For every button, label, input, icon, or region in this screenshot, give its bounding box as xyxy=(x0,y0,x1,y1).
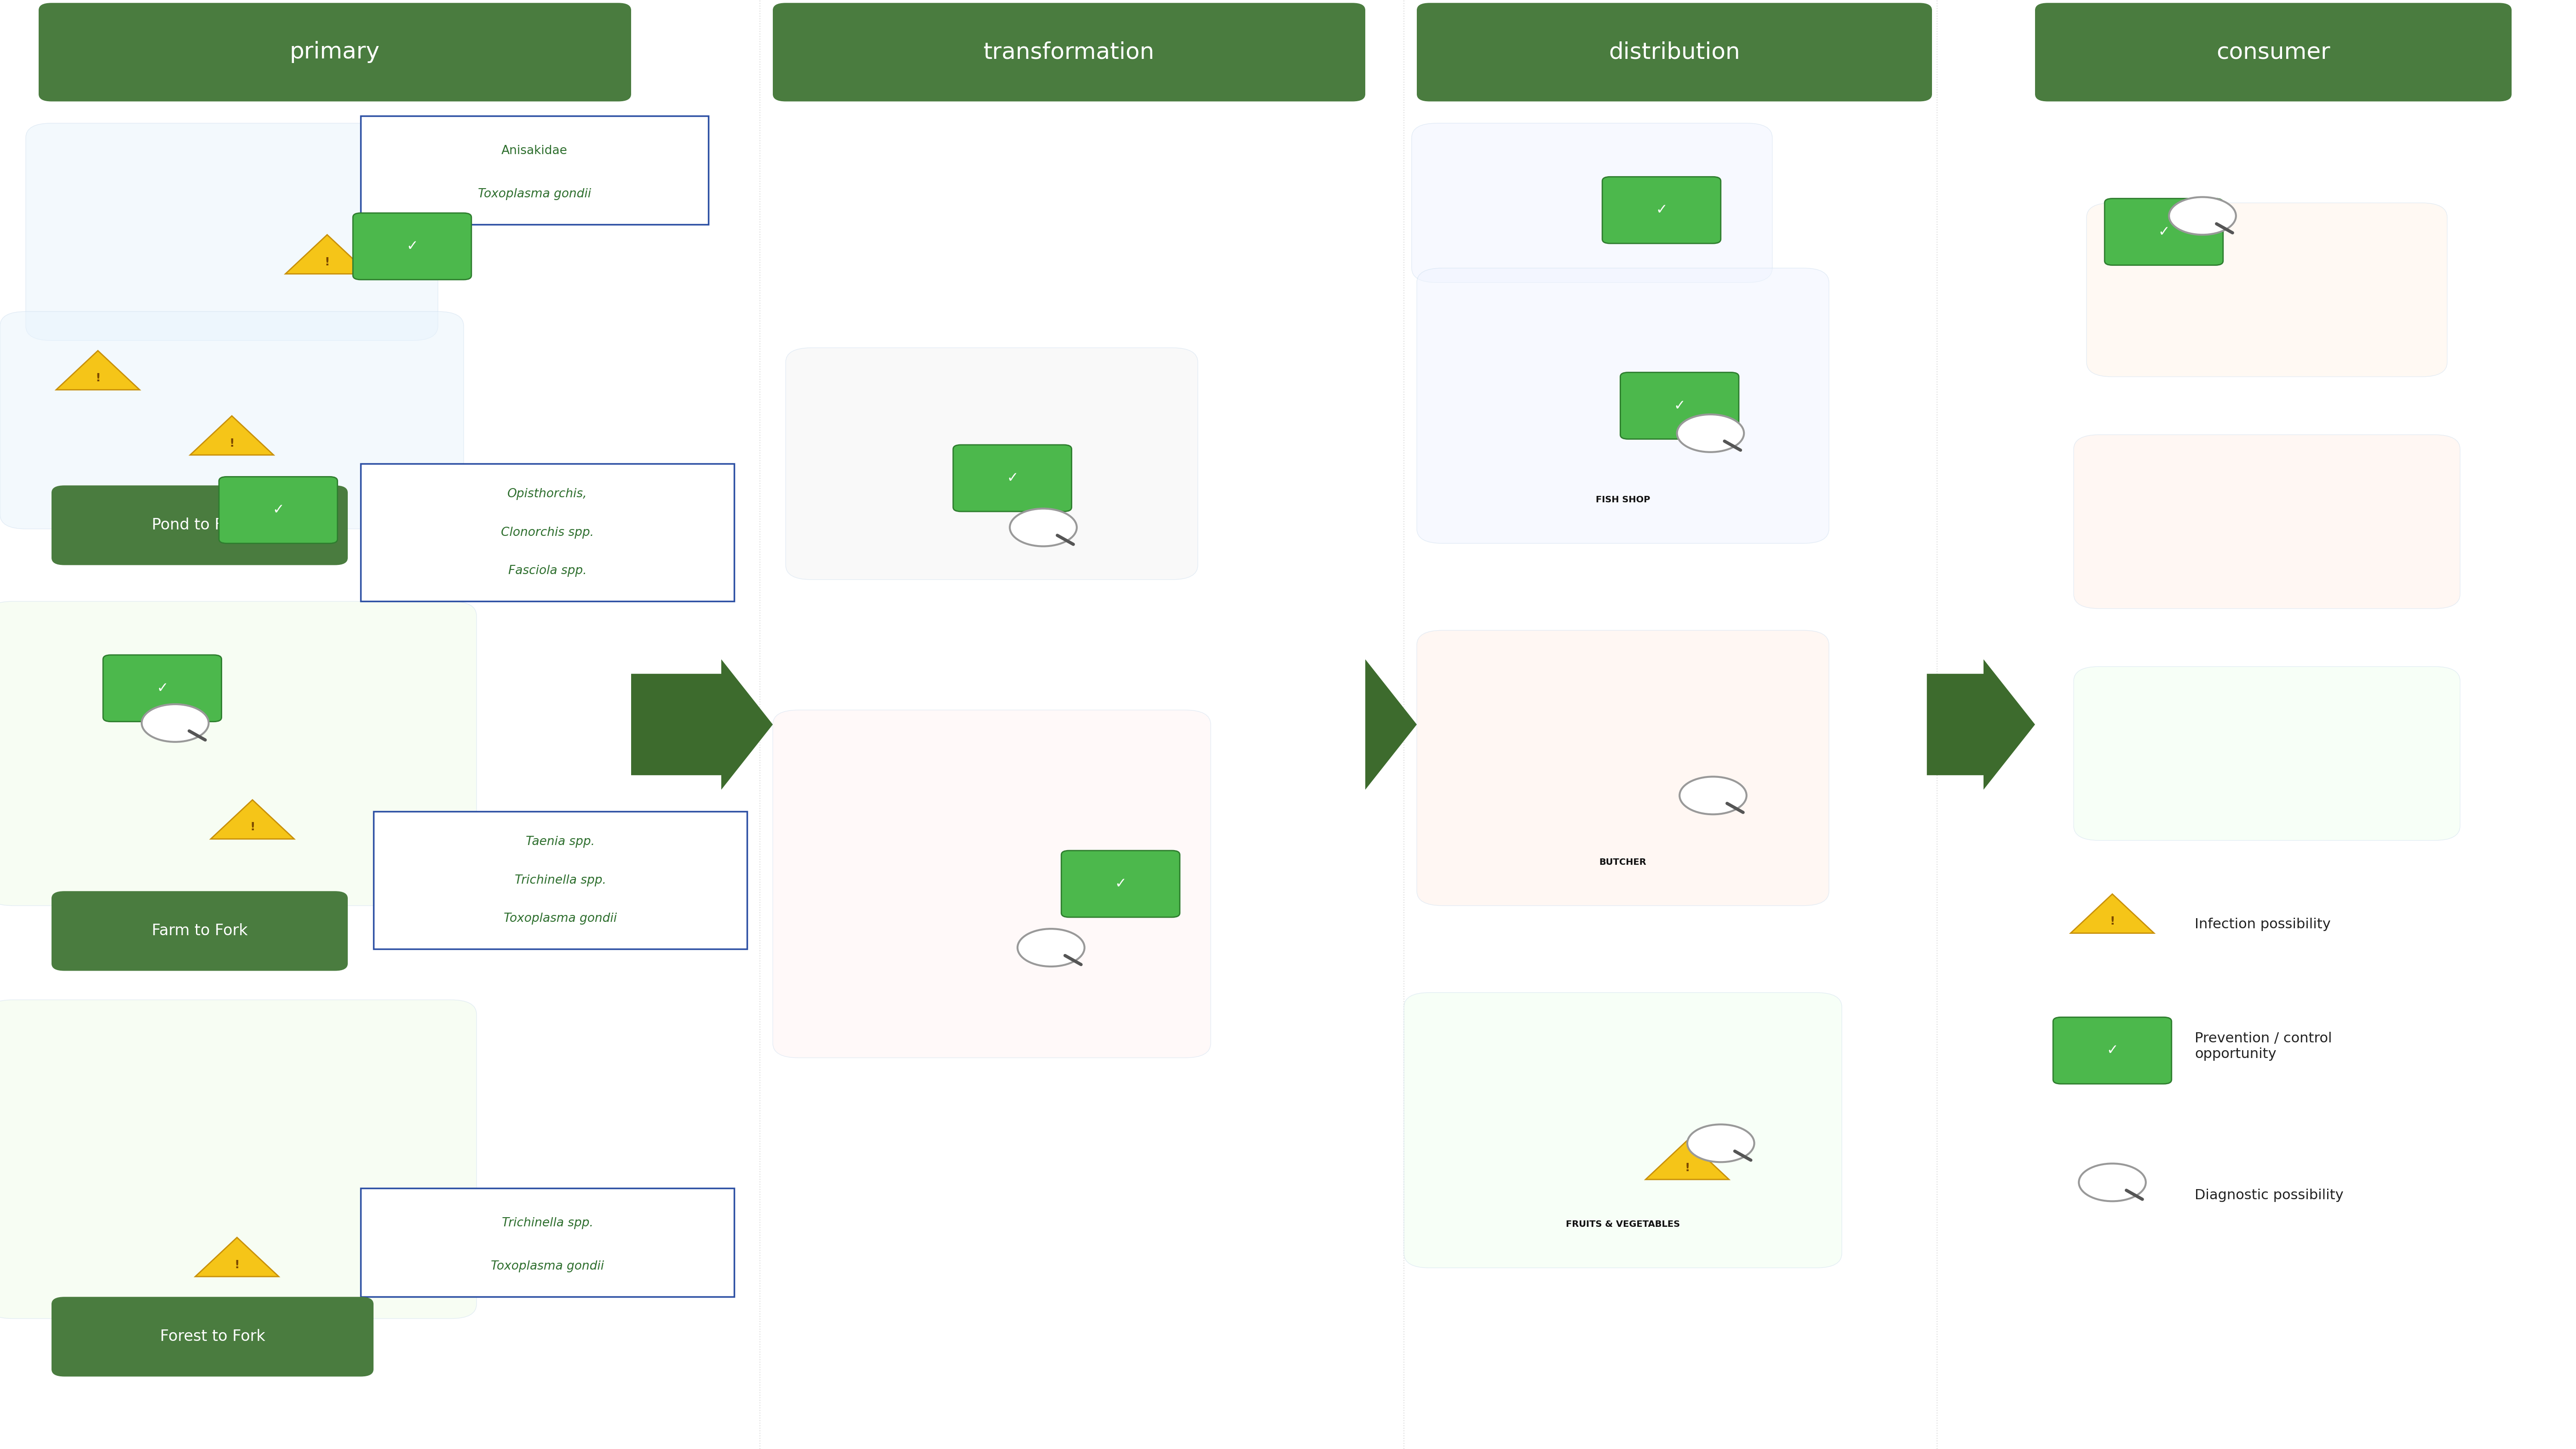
FancyBboxPatch shape xyxy=(52,891,348,971)
Text: !: ! xyxy=(234,1259,240,1271)
Circle shape xyxy=(1010,509,1077,546)
Text: primary: primary xyxy=(289,41,381,64)
FancyBboxPatch shape xyxy=(361,1188,734,1297)
Circle shape xyxy=(2079,1164,2146,1201)
Polygon shape xyxy=(286,235,368,274)
FancyBboxPatch shape xyxy=(1417,3,1932,101)
FancyBboxPatch shape xyxy=(2053,1017,2172,1084)
Text: transformation: transformation xyxy=(984,41,1154,64)
FancyBboxPatch shape xyxy=(26,123,438,341)
Text: Toxoplasma gondii: Toxoplasma gondii xyxy=(479,188,590,200)
Text: ✓: ✓ xyxy=(1656,203,1667,217)
Text: FRUITS & VEGETABLES: FRUITS & VEGETABLES xyxy=(1566,1220,1680,1229)
Text: ✓: ✓ xyxy=(273,503,283,517)
Text: Toxoplasma gondii: Toxoplasma gondii xyxy=(492,1261,603,1272)
FancyBboxPatch shape xyxy=(1602,177,1721,243)
Text: Taenia spp.: Taenia spp. xyxy=(526,836,595,848)
FancyBboxPatch shape xyxy=(1417,630,1829,906)
FancyBboxPatch shape xyxy=(0,312,464,529)
Text: !: ! xyxy=(250,822,255,833)
FancyBboxPatch shape xyxy=(1417,268,1829,543)
Circle shape xyxy=(2169,197,2236,235)
Text: Pond to Fork: Pond to Fork xyxy=(152,517,247,533)
FancyBboxPatch shape xyxy=(361,464,734,601)
Text: !: ! xyxy=(95,372,100,384)
FancyBboxPatch shape xyxy=(2074,435,2460,609)
FancyArrow shape xyxy=(1365,659,1417,790)
FancyBboxPatch shape xyxy=(953,445,1072,511)
FancyBboxPatch shape xyxy=(2074,667,2460,840)
Text: consumer: consumer xyxy=(2215,41,2331,64)
FancyBboxPatch shape xyxy=(39,3,631,101)
FancyBboxPatch shape xyxy=(353,213,471,280)
Text: !: ! xyxy=(325,256,330,268)
Text: BUTCHER: BUTCHER xyxy=(1600,858,1646,867)
FancyBboxPatch shape xyxy=(0,601,477,906)
Text: ✓: ✓ xyxy=(157,681,167,696)
Circle shape xyxy=(142,704,209,742)
FancyBboxPatch shape xyxy=(773,710,1211,1058)
Polygon shape xyxy=(211,800,294,839)
FancyBboxPatch shape xyxy=(786,348,1198,580)
Text: Diagnostic possibility: Diagnostic possibility xyxy=(2195,1188,2344,1203)
Polygon shape xyxy=(1646,1140,1728,1179)
FancyArrow shape xyxy=(1927,659,2035,790)
FancyBboxPatch shape xyxy=(52,485,348,565)
Polygon shape xyxy=(57,351,139,390)
Text: Fasciola spp.: Fasciola spp. xyxy=(507,565,587,577)
Text: Opisthorchis,: Opisthorchis, xyxy=(507,488,587,500)
Polygon shape xyxy=(196,1237,278,1277)
FancyArrow shape xyxy=(631,659,773,790)
Text: ✓: ✓ xyxy=(2159,225,2169,239)
Circle shape xyxy=(1687,1124,1754,1162)
Text: Infection possibility: Infection possibility xyxy=(2195,917,2331,932)
Text: ✓: ✓ xyxy=(407,239,417,254)
Text: ✓: ✓ xyxy=(2107,1043,2117,1058)
Text: ✓: ✓ xyxy=(1007,471,1018,485)
Text: Farm to Fork: Farm to Fork xyxy=(152,923,247,939)
FancyBboxPatch shape xyxy=(361,116,708,225)
Text: Trichinella spp.: Trichinella spp. xyxy=(502,1217,592,1229)
FancyBboxPatch shape xyxy=(1061,851,1180,917)
Text: Forest to Fork: Forest to Fork xyxy=(160,1329,265,1345)
Text: ✓: ✓ xyxy=(1115,877,1126,891)
Text: Toxoplasma gondii: Toxoplasma gondii xyxy=(505,913,616,924)
Polygon shape xyxy=(191,416,273,455)
Text: distribution: distribution xyxy=(1607,41,1741,64)
FancyBboxPatch shape xyxy=(219,477,337,543)
Text: Clonorchis spp.: Clonorchis spp. xyxy=(500,526,595,539)
Polygon shape xyxy=(2071,894,2154,933)
FancyBboxPatch shape xyxy=(2035,3,2512,101)
Circle shape xyxy=(1018,929,1084,966)
FancyBboxPatch shape xyxy=(1412,123,1772,283)
FancyBboxPatch shape xyxy=(773,3,1365,101)
FancyBboxPatch shape xyxy=(1620,372,1739,439)
Text: FISH SHOP: FISH SHOP xyxy=(1595,496,1651,504)
Text: !: ! xyxy=(2110,916,2115,927)
FancyBboxPatch shape xyxy=(52,1297,374,1377)
Circle shape xyxy=(1680,777,1747,814)
FancyBboxPatch shape xyxy=(0,1000,477,1319)
Circle shape xyxy=(1677,414,1744,452)
FancyBboxPatch shape xyxy=(103,655,222,722)
FancyBboxPatch shape xyxy=(2087,203,2447,377)
Text: ✓: ✓ xyxy=(1674,398,1685,413)
Text: Trichinella spp.: Trichinella spp. xyxy=(515,874,605,887)
Text: Anisakidae: Anisakidae xyxy=(502,145,567,156)
Text: Prevention / control
opportunity: Prevention / control opportunity xyxy=(2195,1032,2331,1061)
FancyBboxPatch shape xyxy=(1404,993,1842,1268)
Text: !: ! xyxy=(1685,1162,1690,1174)
Text: !: ! xyxy=(229,438,234,449)
FancyBboxPatch shape xyxy=(374,811,747,949)
FancyBboxPatch shape xyxy=(2105,199,2223,265)
